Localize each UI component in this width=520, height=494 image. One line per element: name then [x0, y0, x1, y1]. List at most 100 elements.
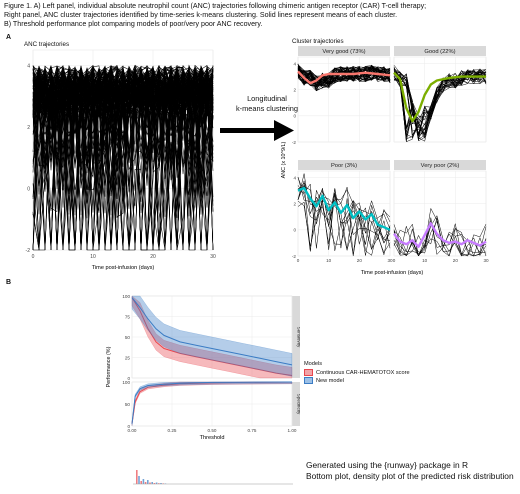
- performance-x-tick-label: 1.00: [288, 428, 297, 433]
- density-bar: [162, 483, 164, 484]
- performance-facet-strip: [292, 382, 300, 426]
- legend-title: Models: [304, 361, 323, 367]
- performance-facet: Sensitivity 0 25 50 75 100: [122, 294, 300, 381]
- panel-a-letter: A: [6, 34, 12, 41]
- cluster-facet: Very good (73%) -2 0 2 4: [292, 46, 391, 145]
- cluster-trajectories-chart: ANC (x 10^9/L) Very good (73%)-2024Good …: [281, 46, 489, 276]
- facet-y-tick-label: -2: [292, 140, 297, 145]
- cluster-member-line: [297, 173, 391, 251]
- figure-caption: Figure 1. A) Left panel, individual abso…: [4, 2, 516, 29]
- cluster-facet: Good (22%): [393, 46, 487, 143]
- legend-label-new-model: New model: [316, 377, 344, 384]
- facet-x-tick-label: 30: [483, 258, 489, 263]
- performance-y-tick-label: 25: [125, 355, 131, 360]
- cluster-member-line: [297, 68, 391, 86]
- models-legend: Models Continuous CAR-HEMATOTOX score Ne…: [304, 361, 410, 384]
- caption-line-3: B) Threshold performance plot comparing …: [4, 20, 263, 28]
- facet-y-tick-label: 4: [293, 175, 296, 180]
- footnote-line-2: Bottom plot, density plot of the predict…: [306, 471, 514, 481]
- arrow-label-line-2: k-means clustering: [235, 104, 299, 113]
- facet-y-tick-label: 0: [293, 228, 296, 233]
- facet-y-tick-label: 2: [293, 201, 296, 206]
- facet-strip-label: Very good (73%): [322, 49, 365, 55]
- facet-strip-label: Poor (3%): [331, 163, 357, 169]
- density-bars: [136, 470, 167, 484]
- density-bar: [138, 476, 140, 484]
- footnote-line-1: Generated using the {runway} package in …: [306, 460, 469, 470]
- facet-strip: [298, 160, 390, 170]
- cluster-member-line: [297, 177, 391, 256]
- caption-line-1: Figure 1. A) Left panel, individual abso…: [4, 2, 427, 10]
- performance-y-tick-label: 100: [122, 380, 130, 385]
- facet-x-tick-label: 20: [453, 258, 459, 263]
- right-panel-title: Cluster trajectories: [292, 38, 344, 45]
- performance-y-tick-label: 0: [127, 376, 130, 381]
- facet-panel: [297, 170, 391, 257]
- cluster-member-line: [297, 66, 391, 88]
- panel-b-letter: B: [6, 279, 12, 286]
- clustering-arrow-icon: [220, 120, 294, 141]
- legend-swatch-new-model: [304, 377, 313, 384]
- facet-strip-label: Good (22%): [424, 49, 455, 55]
- left-plot-trajectories: [32, 64, 214, 251]
- cluster-mean-line: [393, 71, 486, 123]
- left-x-tick-label: 0: [32, 254, 35, 260]
- facet-y-tick-label: 4: [293, 61, 296, 66]
- facet-x-tick-label: 10: [326, 258, 332, 263]
- cluster-member-line: [297, 64, 391, 92]
- cluster-mean-line: [297, 186, 391, 231]
- cluster-member-line: [297, 186, 391, 254]
- performance-ci-band: [131, 295, 293, 379]
- performance-facet-label: Specificity: [297, 394, 301, 415]
- facet-x-tick-label: 0: [393, 258, 396, 263]
- facet-x-tick-label: 20: [357, 258, 363, 263]
- facet-x-tick-label: 10: [422, 258, 428, 263]
- cluster-mean-line: [393, 222, 487, 249]
- left-trajectory-line: [32, 70, 214, 251]
- left-x-axis-label: Time post-infusion (days): [92, 265, 155, 271]
- cluster-mean-line: [297, 70, 391, 85]
- performance-x-tick-label: 0.25: [168, 428, 177, 433]
- cluster-member-line: [297, 187, 391, 256]
- legend-swatch-hematotox: [304, 369, 313, 376]
- arrow-label: Longitudinal k-means clustering: [232, 94, 302, 114]
- cluster-member-line: [393, 72, 487, 135]
- density-bar: [147, 480, 149, 484]
- performance-y-tick-label: 0: [127, 424, 130, 429]
- legend-item-hematotox: Continuous CAR-HEMATOTOX score: [304, 369, 410, 376]
- cluster-member-line: [393, 215, 487, 257]
- legend-label-hematotox: Continuous CAR-HEMATOTOX score: [316, 369, 410, 376]
- performance-ci-band: [131, 381, 293, 426]
- performance-facets: Sensitivity 0 25 50 75 100 Specificity 0 50 100 0.…: [122, 294, 300, 433]
- density-bar: [142, 479, 145, 484]
- cluster-member-line: [393, 70, 487, 139]
- performance-x-tick-label: 0.00: [128, 428, 137, 433]
- cluster-member-line: [393, 229, 487, 257]
- cluster-member-line: [393, 69, 487, 142]
- left-trajectory-line: [32, 65, 214, 251]
- performance-y-tick-label: 75: [125, 314, 131, 319]
- threshold-performance-chart: Performance (%) Sensitivity0255075100Spe…: [106, 294, 300, 441]
- risk-density-plot: [133, 470, 293, 485]
- facet-strip: [394, 46, 486, 56]
- perf-y-axis-label: Performance (%): [106, 346, 112, 387]
- density-bar: [158, 483, 160, 484]
- density-bar: [151, 482, 153, 484]
- facet-y-tick-label: 2: [293, 87, 296, 92]
- cluster-facet: Very poor (2%) 0 10 20 30: [393, 160, 489, 263]
- performance-series-line: [131, 297, 293, 366]
- left-panel-title: ANC trajectories: [24, 41, 70, 48]
- cluster-member-line: [393, 67, 487, 135]
- density-bar: [140, 481, 142, 484]
- density-bar: [149, 482, 151, 484]
- density-bar: [153, 483, 156, 484]
- perf-x-axis-label: Threshold: [200, 435, 225, 441]
- performance-y-tick-label: 50: [125, 402, 131, 407]
- density-bar: [160, 483, 162, 484]
- performance-series-line: [131, 381, 293, 424]
- cluster-member-line: [297, 182, 391, 252]
- facet-strip: [394, 160, 486, 170]
